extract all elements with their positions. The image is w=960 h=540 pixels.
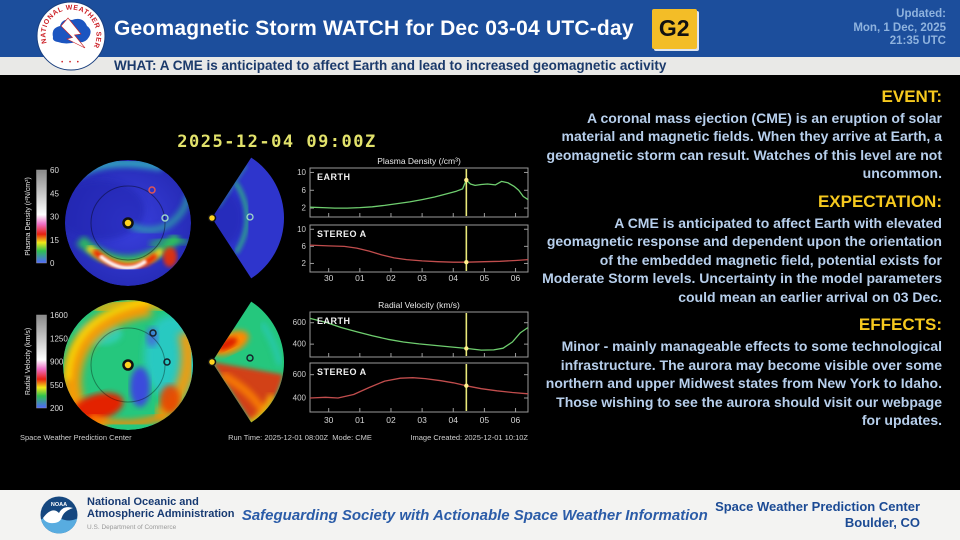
svg-text:Plasma Density (/cm³): Plasma Density (/cm³)	[377, 156, 461, 166]
svg-text:2: 2	[302, 259, 307, 268]
org-location: Boulder, CO	[844, 515, 920, 530]
section-body: Minor - mainly manageable effects to som…	[545, 338, 942, 429]
velocity-colorbar-label: Radial Velocity (km/s)	[25, 328, 32, 395]
timeseries-charts: Plasma Density (/cm³) 2 6 10 EARTH 2 6 10 STEREO…	[293, 156, 529, 425]
sun-marker	[122, 217, 134, 229]
svg-text:06: 06	[511, 415, 521, 425]
svg-text:03: 03	[417, 415, 427, 425]
caption-source: Space Weather Prediction Center	[20, 433, 132, 442]
svg-text:02: 02	[386, 415, 396, 425]
svg-text:600: 600	[293, 318, 307, 327]
colorbar-tick: 900	[50, 358, 64, 367]
agency-name-line2: Atmospheric Administration	[87, 508, 235, 521]
svg-text:10: 10	[297, 225, 306, 234]
info-section-event: EVENT: A coronal mass ejection (CME) is …	[540, 87, 942, 183]
noaa-logo-icon: NOAA	[40, 496, 78, 534]
storm-level-badge: G2	[651, 8, 697, 49]
sun-marker	[207, 213, 217, 223]
earth-marker	[163, 358, 171, 366]
svg-text:Radial Velocity (km/s): Radial Velocity (km/s)	[378, 300, 460, 310]
svg-text:30: 30	[324, 273, 334, 283]
colorbar-tick: 550	[50, 381, 64, 390]
agency-name-line1: National Oceanic and	[87, 495, 199, 508]
stereo-a-marker	[148, 186, 156, 194]
svg-text:STEREO A: STEREO A	[317, 367, 367, 377]
enlil-model-visualization: 2025-12-04 09:00Z	[20, 132, 529, 442]
caption-created: Image Created: 2025-12-01 10:10Z	[410, 433, 528, 442]
svg-text:400: 400	[293, 394, 307, 403]
updated-label: Updated:	[896, 8, 946, 21]
earth-marker	[161, 214, 169, 222]
noaa-logo-text: NOAA	[51, 502, 67, 508]
agency-department: U.S. Department of Commerce	[87, 523, 177, 531]
colorbar-tick: 60	[50, 166, 59, 175]
updated-date: Mon, 1 Dec, 2025	[853, 21, 946, 34]
nws-logo-icon: NATIONAL WEATHER SERVICE • • •	[36, 1, 106, 71]
colorbar-tick: 15	[50, 236, 59, 245]
velocity-wedge-plot	[207, 301, 285, 423]
nws-ring-stars: • • •	[61, 60, 81, 66]
svg-text:6: 6	[302, 186, 307, 195]
svg-text:EARTH: EARTH	[317, 316, 351, 326]
section-heading: EXPECTATION:	[817, 191, 942, 211]
velocity-disk-plot	[63, 300, 193, 430]
sun-marker	[207, 357, 217, 367]
main-content: 2025-12-04 09:00Z	[0, 75, 960, 490]
svg-text:04: 04	[449, 273, 459, 283]
footer-org-block: Space Weather Prediction Center Boulder,…	[715, 499, 920, 531]
density-disk-plot	[65, 160, 191, 286]
info-column: EVENT: A coronal mass ejection (CME) is …	[540, 75, 960, 490]
svg-text:30: 30	[324, 415, 334, 425]
section-heading: EFFECTS:	[858, 315, 942, 335]
colorbar-tick: 45	[50, 189, 59, 198]
info-section-expectation: EXPECTATION: A CME is anticipated to aff…	[540, 192, 942, 306]
svg-text:STEREO A: STEREO A	[317, 229, 367, 239]
footer-agency-block: NOAA National Oceanic and Atmospheric Ad…	[40, 496, 235, 535]
footer-bar: NOAA National Oceanic and Atmospheric Ad…	[0, 490, 960, 540]
earth-marker	[246, 354, 254, 362]
updated-block: Updated: Mon, 1 Dec, 2025 21:35 UTC	[853, 8, 946, 49]
svg-text:01: 01	[355, 273, 365, 283]
svg-text:6: 6	[302, 242, 307, 251]
section-heading: EVENT:	[881, 87, 942, 106]
footer-tagline: Safeguarding Society with Actionable Spa…	[241, 506, 708, 524]
svg-text:05: 05	[480, 273, 490, 283]
what-banner: WHAT: A CME is anticipated to affect Ear…	[0, 57, 960, 75]
page-title: Geomagnetic Storm WATCH for Dec 03-04 UT…	[114, 16, 634, 40]
svg-text:02: 02	[386, 273, 396, 283]
svg-text:06: 06	[511, 273, 521, 283]
colorbar-tick: 30	[50, 213, 59, 222]
svg-text:600: 600	[293, 370, 307, 379]
stereo-a-marker	[149, 329, 157, 337]
sun-marker	[122, 359, 134, 371]
caption-runtime: Run Time: 2025-12-01 08:00Z Mode: CME	[228, 433, 372, 442]
svg-text:400: 400	[293, 340, 307, 349]
updated-time: 21:35 UTC	[889, 35, 946, 48]
svg-text:05: 05	[480, 415, 490, 425]
svg-text:03: 03	[417, 273, 427, 283]
model-timestamp: 2025-12-04 09:00Z	[177, 132, 377, 152]
colorbar-tick: 0	[50, 259, 55, 268]
svg-text:04: 04	[449, 415, 459, 425]
velocity-colorbar: Radial Velocity (km/s) 1600 1250 900 550…	[25, 311, 68, 413]
colorbar-tick: 200	[50, 404, 64, 413]
svg-text:01: 01	[355, 415, 365, 425]
nws-lightning-shape	[60, 17, 86, 49]
header-bar: NATIONAL WEATHER SERVICE • • • Geomagnet…	[0, 0, 960, 71]
density-wedge-plot	[207, 157, 285, 279]
density-colorbar-label: Plasma Density (r²N/cm³)	[25, 177, 32, 256]
section-body: A coronal mass ejection (CME) is an erup…	[546, 110, 942, 182]
svg-text:2: 2	[302, 204, 307, 213]
colorbar-tick: 1600	[50, 311, 68, 320]
colorbar-tick: 1250	[50, 334, 68, 343]
density-colorbar: Plasma Density (r²N/cm³) 60 45 30 15 0	[25, 166, 59, 268]
info-section-effects: EFFECTS: Minor - mainly manageable effec…	[540, 315, 942, 429]
section-body: A CME is anticipated to affect Earth wit…	[542, 214, 942, 305]
svg-text:EARTH: EARTH	[317, 172, 351, 182]
org-name: Space Weather Prediction Center	[715, 499, 920, 514]
earth-marker	[246, 213, 254, 221]
svg-text:10: 10	[297, 168, 306, 177]
